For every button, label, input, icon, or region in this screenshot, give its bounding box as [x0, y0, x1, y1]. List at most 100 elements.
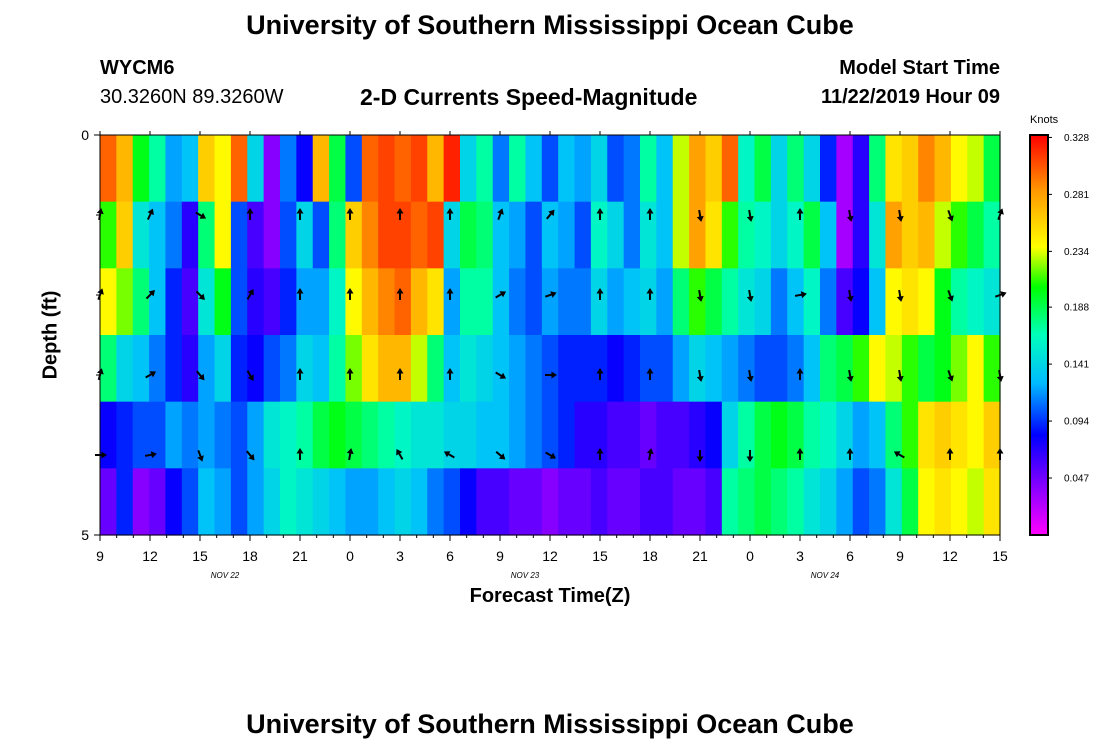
heatmap-cell	[820, 401, 837, 469]
heatmap-cell	[280, 335, 297, 403]
heatmap-cell	[754, 135, 772, 203]
heatmap-cell	[983, 468, 1001, 536]
heatmap-cell	[116, 201, 134, 269]
heatmap-cell	[770, 135, 788, 203]
heatmap-cell	[607, 468, 625, 536]
heatmap-cell	[263, 135, 281, 203]
heatmap-cell	[623, 268, 641, 336]
current-arrow	[495, 451, 506, 460]
heatmap-cell	[934, 335, 952, 403]
heatmap-cell	[623, 201, 641, 269]
heatmap-cell	[427, 335, 445, 403]
current-arrow	[396, 448, 404, 460]
heatmap-cell	[247, 135, 265, 203]
heatmap-cell	[558, 401, 576, 469]
heatmap-cell	[885, 268, 903, 336]
heatmap-cell	[836, 335, 854, 403]
model-start-label: Model Start Time	[839, 57, 1000, 79]
heatmap-cell	[410, 335, 428, 403]
heatmap-cell	[869, 468, 887, 536]
heatmap-cell	[329, 335, 347, 403]
heatmap-cell	[280, 468, 297, 536]
y-tick-label: 0	[81, 127, 89, 143]
heatmap-cell	[983, 335, 1001, 403]
heatmap-cell	[885, 335, 903, 403]
heatmap-cell	[443, 135, 461, 203]
heatmap-cell	[918, 401, 936, 469]
heatmap-cell	[950, 268, 968, 336]
current-arrow	[246, 208, 254, 220]
x-axis-label: Forecast Time(Z)	[469, 585, 631, 607]
heatmap-cell	[361, 468, 379, 536]
station-coordinates: 30.3260N 89.3260W	[100, 86, 284, 108]
heatmap-cell	[329, 468, 347, 536]
heatmap-cell	[885, 468, 903, 536]
heatmap-cell	[280, 135, 297, 203]
heatmap-cell	[329, 268, 347, 336]
current-arrow	[846, 209, 854, 222]
heatmap-cell	[623, 401, 641, 469]
heatmap-cell	[590, 468, 608, 536]
heatmap-cell	[934, 135, 952, 203]
heatmap-cell	[721, 135, 739, 203]
date-label: NOV 23	[511, 571, 540, 580]
heatmap-cell	[574, 268, 592, 336]
heatmap-cell	[492, 268, 510, 336]
heatmap-cell	[770, 335, 788, 403]
heatmap-cell	[574, 201, 592, 269]
heatmap-cell	[885, 135, 903, 203]
heatmap-cell	[623, 135, 641, 203]
heatmap-cell	[852, 268, 870, 336]
current-arrow	[497, 208, 504, 221]
heatmap-cell	[149, 335, 167, 403]
heatmap-cell	[787, 335, 805, 403]
heatmap-cell	[132, 135, 150, 203]
heatmap-cell	[803, 135, 821, 203]
heatmap-cell	[656, 201, 674, 269]
heatmap-cell	[574, 335, 592, 403]
heatmap-cell	[689, 401, 707, 469]
current-arrow	[495, 291, 507, 299]
current-arrow	[446, 288, 454, 300]
heatmap-cell	[754, 335, 772, 403]
current-arrow	[296, 448, 304, 460]
heatmap-cell	[640, 468, 657, 536]
x-tick-label: 12	[542, 548, 558, 564]
heatmap-cell	[100, 135, 117, 203]
heatmap-cell	[967, 468, 985, 536]
heatmap-cell	[820, 268, 837, 336]
current-arrow	[746, 450, 754, 462]
heatmap-cell	[869, 135, 887, 203]
x-tick-label: 3	[396, 548, 404, 564]
heatmap-cell	[558, 135, 576, 203]
heatmap-cell	[443, 401, 461, 469]
heatmap-cell	[950, 335, 968, 403]
heatmap-cell	[165, 335, 183, 403]
heatmap-cell	[738, 268, 756, 336]
heatmap-cell	[296, 335, 314, 403]
heatmap-cell	[394, 335, 412, 403]
heatmap-cell	[312, 335, 330, 403]
heatmap-cell	[361, 135, 379, 203]
colorbar-label: 0.094	[1064, 417, 1089, 428]
heatmap-cell	[427, 135, 445, 203]
heatmap-cell	[247, 401, 265, 469]
heatmap-cell	[394, 268, 412, 336]
current-arrow	[846, 369, 854, 382]
heatmap-cell	[590, 335, 608, 403]
heatmap-cell	[607, 135, 625, 203]
heatmap-cell	[100, 401, 117, 469]
heatmap-cell	[541, 335, 559, 403]
heatmap-cell	[901, 335, 919, 403]
heatmap-cell	[181, 268, 199, 336]
heatmap-cell	[721, 268, 739, 336]
heatmap-cell	[230, 135, 248, 203]
heatmap-cell	[247, 335, 265, 403]
heatmap-cell	[869, 268, 887, 336]
heatmap-cell	[525, 401, 543, 469]
heatmap-cell	[165, 135, 183, 203]
heatmap-cell	[950, 401, 968, 469]
heatmap-cell	[607, 268, 625, 336]
heatmap-cell	[312, 135, 330, 203]
heatmap-cell	[116, 401, 134, 469]
